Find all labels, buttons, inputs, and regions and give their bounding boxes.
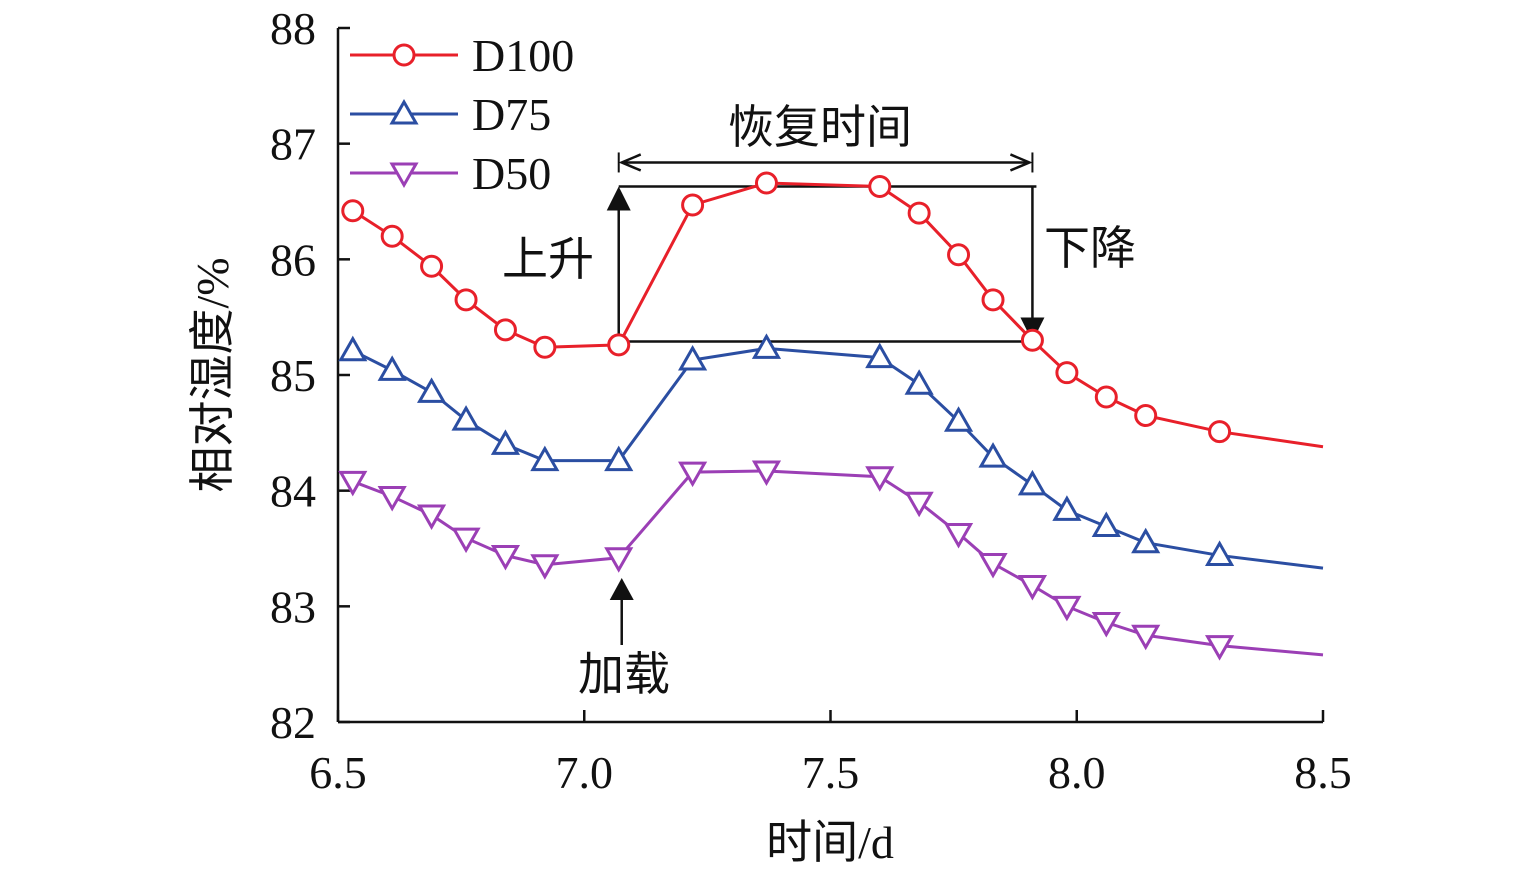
data-point-d75 xyxy=(1052,495,1082,521)
y-tick-label: 84 xyxy=(270,466,316,517)
x-tick-label: 7.0 xyxy=(556,747,614,798)
data-point-d50 xyxy=(530,554,560,580)
data-point-d100 xyxy=(454,288,478,312)
data-point-d75 xyxy=(1017,469,1048,496)
data-point-d50 xyxy=(904,491,934,518)
data-point-d50 xyxy=(490,544,521,571)
data-point-d100 xyxy=(380,224,404,248)
y-tick-label: 85 xyxy=(270,350,316,401)
y-tick-label: 88 xyxy=(270,3,316,54)
series-line-d75 xyxy=(352,346,1324,570)
data-point-d50 xyxy=(338,470,368,497)
data-point-d50 xyxy=(604,547,634,573)
data-point-d100 xyxy=(1094,385,1118,409)
data-point-d50 xyxy=(865,466,895,492)
series-d100 xyxy=(341,171,1324,449)
legend-marker-d75 xyxy=(389,98,419,125)
legend-marker-d50 xyxy=(389,162,419,189)
span-arrow-right xyxy=(1009,153,1033,172)
loading-arrow-head xyxy=(609,578,634,600)
annotation-fall: 下降 xyxy=(1044,223,1136,274)
x-tick-label: 8.5 xyxy=(1294,747,1352,798)
data-point-d75 xyxy=(1204,540,1235,566)
data-point-d100 xyxy=(1208,420,1232,444)
y-tick-label: 83 xyxy=(270,581,316,632)
legend-label-d75: D75 xyxy=(472,89,551,140)
legend-marker-d100 xyxy=(392,43,416,67)
data-point-d50 xyxy=(377,485,407,512)
data-point-d50 xyxy=(751,460,782,487)
data-point-d75 xyxy=(865,342,895,369)
data-point-d75 xyxy=(904,369,934,395)
x-tick-label: 6.5 xyxy=(309,747,367,798)
data-point-d75 xyxy=(1131,527,1161,554)
data-point-d75 xyxy=(751,333,782,359)
y-tick-label: 86 xyxy=(270,234,316,285)
data-point-d100 xyxy=(681,193,705,217)
data-point-d75 xyxy=(604,445,634,472)
data-point-d75 xyxy=(678,344,708,371)
data-point-d50 xyxy=(1052,595,1082,622)
span-arrow-left xyxy=(618,153,642,172)
series-line-d50 xyxy=(352,469,1324,657)
data-point-d100 xyxy=(981,288,1005,312)
x-tick-label: 7.5 xyxy=(802,747,860,798)
legend: D100 D75 D50 xyxy=(350,30,574,199)
annotation-rise: 上升 xyxy=(502,234,594,285)
data-point-d100 xyxy=(420,254,444,278)
data-point-d100 xyxy=(533,335,557,359)
series-d75 xyxy=(338,333,1324,570)
x-tick-label: 8.0 xyxy=(1048,747,1106,798)
data-point-d100 xyxy=(754,171,778,195)
data-point-d75 xyxy=(978,442,1008,468)
data-point-d100 xyxy=(341,199,365,223)
data-point-d50 xyxy=(416,504,447,530)
series-d50 xyxy=(338,460,1324,661)
legend-label-d100: D100 xyxy=(472,30,574,81)
legend-label-d50: D50 xyxy=(472,148,551,199)
annotations xyxy=(606,152,1045,645)
data-point-d100 xyxy=(607,333,631,357)
y-axis-label: 相对湿度/% xyxy=(187,257,238,492)
data-point-d50 xyxy=(451,527,481,554)
data-point-d75 xyxy=(490,429,521,455)
data-point-d50 xyxy=(678,461,708,488)
series-line-d100 xyxy=(351,181,1324,449)
data-point-d100 xyxy=(493,318,517,342)
data-point-d50 xyxy=(1017,575,1048,601)
data-point-d100 xyxy=(1134,403,1158,427)
series-group xyxy=(338,171,1324,661)
x-axis-label: 时间/d xyxy=(766,817,894,868)
data-point-d50 xyxy=(1131,624,1161,651)
data-point-d100 xyxy=(947,243,971,267)
y-tick-label: 87 xyxy=(270,119,316,170)
annotation-recovery-time: 恢复时间 xyxy=(728,102,912,153)
data-point-d75 xyxy=(451,405,481,431)
data-point-d50 xyxy=(978,553,1008,579)
data-point-d75 xyxy=(530,445,560,472)
y-tick-label: 82 xyxy=(270,697,316,748)
data-point-d75 xyxy=(416,377,447,403)
data-point-d50 xyxy=(1091,612,1121,638)
rise-arrow-head xyxy=(606,186,631,211)
data-point-d100 xyxy=(1020,328,1044,352)
data-point-d50 xyxy=(943,522,974,549)
data-point-d100 xyxy=(907,201,931,225)
data-point-d50 xyxy=(1204,635,1235,661)
annotation-loading: 加载 xyxy=(578,649,670,700)
data-point-d75 xyxy=(1091,511,1121,538)
data-point-d75 xyxy=(338,335,368,362)
axes: 6.5 7.0 7.5 8.0 8.5 82 83 84 85 86 87 88 xyxy=(270,3,1352,798)
data-point-d75 xyxy=(943,406,974,432)
data-point-d100 xyxy=(1055,361,1079,385)
data-point-d75 xyxy=(377,355,407,381)
data-point-d100 xyxy=(868,174,892,198)
